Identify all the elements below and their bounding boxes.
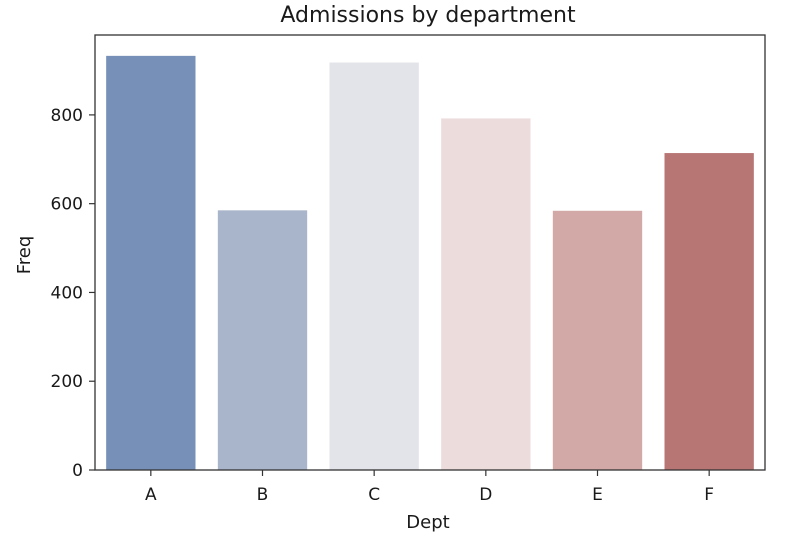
y-tick-label: 200 — [51, 372, 83, 392]
x-tick-label: C — [368, 485, 380, 505]
x-tick-label: A — [145, 485, 157, 505]
bar-C — [329, 62, 419, 470]
x-axis-ticks: A B C D E F — [145, 470, 714, 505]
x-tick-label: B — [257, 485, 269, 505]
y-axis-ticks: 0 200 400 600 800 — [51, 106, 95, 481]
y-axis-label: Freq — [14, 236, 35, 275]
bar-E — [552, 210, 643, 470]
plot-frame — [94, 34, 766, 471]
y-tick-label: 800 — [51, 106, 83, 126]
bars-group — [106, 55, 754, 471]
y-tick-label: 0 — [72, 461, 83, 481]
x-tick-label: D — [479, 485, 492, 505]
bar-B — [217, 210, 308, 470]
bar-D — [441, 118, 531, 471]
x-tick-label: F — [704, 485, 714, 505]
bar-F — [664, 153, 754, 471]
y-tick-label: 400 — [51, 283, 83, 303]
x-tick-label: E — [592, 485, 603, 505]
chart-title: Admissions by department — [280, 3, 576, 28]
bar-A — [106, 55, 196, 470]
x-axis-label: Dept — [406, 512, 449, 533]
y-tick-label: 600 — [51, 195, 83, 215]
